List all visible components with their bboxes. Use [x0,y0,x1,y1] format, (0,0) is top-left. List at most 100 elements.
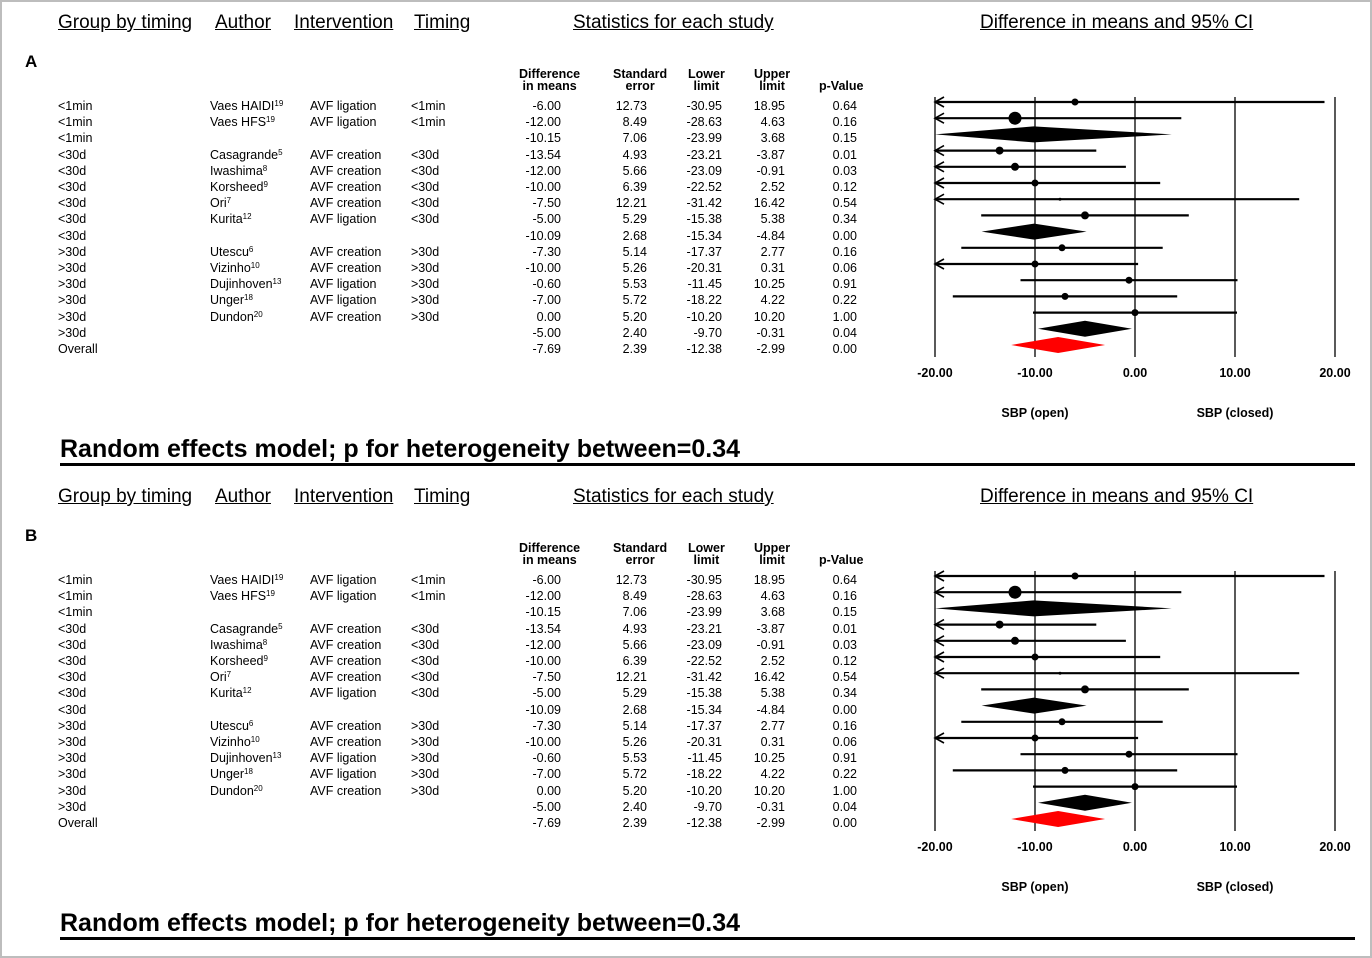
row-se: 4.93 [622,147,647,162]
author-name: Kurita [210,212,243,227]
row-se: 5.53 [622,751,647,766]
row-timing: <30d [411,163,440,178]
row-diff: -5.00 [532,686,562,701]
row-se: 2.68 [622,702,647,717]
row-diff: -10.00 [525,261,561,275]
column-header-se: Standard error [613,67,668,93]
row-p: 0.54 [832,196,857,211]
row-p: 0.03 [832,637,857,652]
row-upper: -2.99 [756,342,786,356]
row-p: 0.06 [832,261,857,275]
row-intervention: AVF ligation [310,99,377,113]
row-author: Kurita12 [210,212,252,226]
row-group: <30d [58,670,87,685]
row-diff: -12.00 [525,115,561,130]
row-lower: -18.22 [686,293,722,308]
row-lower: -31.42 [686,670,722,685]
row-timing: >30d [411,261,440,275]
row-lower: -22.52 [686,180,722,194]
row-timing: <30d [411,180,440,194]
point-estimate [1011,636,1019,645]
row-se: 5.14 [622,244,647,259]
row-p: 0.03 [832,163,857,178]
row-se: 4.93 [622,621,647,636]
row-author: Iwashima8 [210,164,267,178]
row-se: 2.68 [622,228,647,243]
row-upper: 10.25 [753,751,785,766]
row-author: Iwashima8 [210,638,267,652]
row-lower: -11.45 [687,751,722,766]
subgroup-diamond [981,223,1087,240]
row-upper: 16.42 [753,196,785,211]
x-tick-label: 10.00 [1219,840,1250,854]
author-reference: 19 [266,115,275,125]
row-group: >30d [58,799,87,814]
author-reference: 18 [244,767,253,777]
footer-rule [60,463,1355,466]
author-reference: 6 [248,244,254,254]
row-diff: -7.69 [532,342,562,356]
row-upper: -2.99 [756,816,786,830]
point-estimate [1031,734,1039,742]
row-diff: -7.00 [532,767,562,782]
row-diff: -10.00 [525,654,561,668]
row-lower: -23.99 [686,131,722,146]
author-reference: 19 [266,589,275,599]
row-upper: 3.68 [760,131,785,146]
row-se: 2.40 [622,799,647,814]
arrow-left [933,651,945,663]
author-name: Vaes HFS [210,589,267,604]
overall-diamond [1011,811,1106,827]
row-intervention: AVF ligation [310,767,377,782]
row-diff: -13.54 [525,621,561,636]
author-name: Dujinhoven [210,751,273,766]
row-intervention: AVF creation [310,670,382,685]
author-reference: 10 [250,261,260,270]
row-intervention: AVF ligation [310,573,377,587]
row-diff: -12.00 [525,589,561,604]
x-tick-label: -10.00 [1017,840,1052,854]
point-estimate [1031,179,1039,187]
panel-label: A [25,52,38,71]
row-group: >30d [58,309,87,324]
row-diff: -7.50 [532,670,562,685]
subgroup-diamond [935,126,1172,143]
row-timing: <1min [411,573,446,587]
header-group: Group by timing [58,12,193,33]
x-tick-label: 0.00 [1123,366,1147,380]
row-p: 1.00 [832,309,857,324]
row-lower: -9.70 [693,325,723,340]
row-intervention: AVF creation [310,180,382,194]
row-author: Unger18 [210,767,253,781]
row-p: 0.22 [832,767,857,782]
row-lower: -11.45 [687,277,722,292]
subgroup-diamond [935,600,1172,617]
header-author: Author [215,12,271,33]
row-group: <30d [58,147,87,162]
subgroup-diamond [1038,320,1132,337]
row-intervention: AVF creation [310,783,382,798]
author-name: Korsheed [210,654,264,668]
point-estimate [1125,750,1133,758]
column-header-p: p-Value [819,553,864,567]
row-lower: -23.21 [686,147,722,162]
row-upper: -4.84 [756,228,786,243]
row-intervention: AVF ligation [310,115,377,130]
row-author: Vizinho10 [210,261,260,275]
row-p: 0.34 [832,686,857,701]
row-diff: -6.00 [532,99,562,113]
column-header-lower: Lower limit [688,67,725,93]
row-group: <1min [58,99,93,113]
row-timing: >30d [411,735,440,749]
row-lower: -10.20 [686,783,722,798]
author-reference: 12 [242,686,252,696]
row-upper: 0.31 [760,735,785,749]
axis-label-closed: SBP (closed) [1197,406,1274,420]
row-group: <1min [58,573,93,587]
row-author: Dujinhoven13 [210,751,281,765]
row-p: 0.22 [832,293,857,308]
row-se: 5.66 [622,163,647,178]
heterogeneity-note: Random effects model; p for heterogeneit… [60,909,741,937]
point-estimate [1071,98,1079,106]
